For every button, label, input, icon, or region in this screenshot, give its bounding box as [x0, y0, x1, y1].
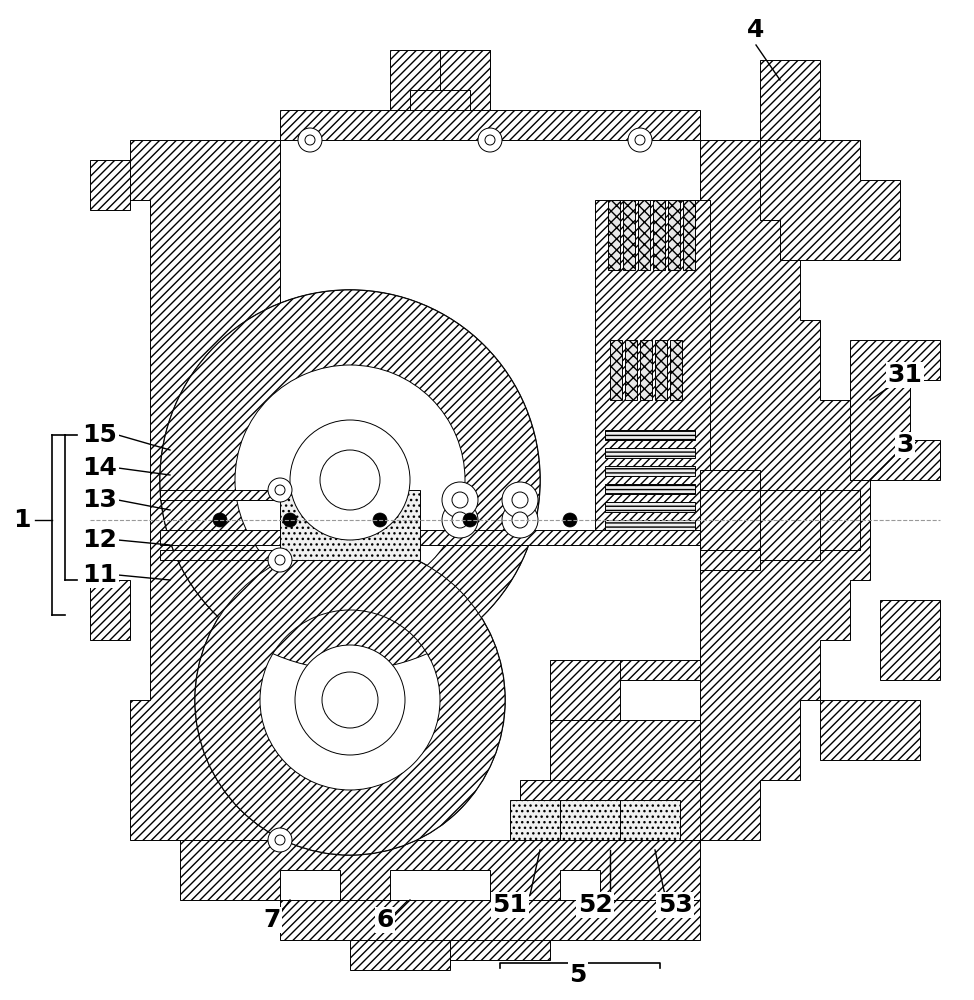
Circle shape — [305, 135, 315, 145]
Text: 4: 4 — [747, 18, 765, 42]
Circle shape — [485, 135, 495, 145]
Circle shape — [452, 492, 468, 508]
Polygon shape — [700, 470, 760, 490]
Circle shape — [213, 513, 227, 527]
Bar — [655, 340, 667, 400]
Circle shape — [160, 290, 540, 670]
Bar — [668, 200, 680, 270]
Polygon shape — [700, 550, 760, 570]
Bar — [90, 160, 130, 210]
Bar — [610, 340, 622, 400]
Text: 6: 6 — [376, 908, 393, 932]
Circle shape — [635, 135, 645, 145]
Circle shape — [452, 512, 468, 528]
Polygon shape — [130, 140, 280, 840]
Polygon shape — [440, 50, 490, 110]
Polygon shape — [520, 780, 700, 840]
Circle shape — [275, 485, 285, 495]
Text: 52: 52 — [578, 893, 613, 917]
Polygon shape — [510, 800, 560, 840]
Circle shape — [283, 513, 297, 527]
Circle shape — [628, 128, 652, 152]
Polygon shape — [350, 940, 450, 970]
Text: 15: 15 — [83, 423, 118, 447]
Circle shape — [502, 482, 538, 518]
Polygon shape — [605, 466, 695, 476]
Circle shape — [268, 478, 292, 502]
Text: 5: 5 — [570, 963, 586, 987]
Polygon shape — [280, 100, 900, 260]
Text: 7: 7 — [263, 908, 281, 932]
Polygon shape — [605, 520, 695, 530]
Polygon shape — [280, 490, 420, 560]
Wedge shape — [160, 290, 540, 670]
Polygon shape — [605, 484, 695, 494]
Polygon shape — [620, 660, 700, 680]
Bar — [638, 200, 650, 270]
Bar — [608, 200, 620, 270]
Circle shape — [320, 450, 380, 510]
Text: 11: 11 — [83, 563, 118, 587]
Circle shape — [275, 555, 285, 565]
Circle shape — [322, 672, 378, 728]
Circle shape — [373, 513, 387, 527]
Circle shape — [275, 835, 285, 845]
Polygon shape — [850, 340, 940, 480]
Polygon shape — [760, 490, 820, 560]
Text: 3: 3 — [896, 433, 914, 457]
Circle shape — [512, 492, 528, 508]
Text: 53: 53 — [657, 893, 693, 917]
Bar — [623, 200, 635, 270]
Polygon shape — [160, 490, 280, 500]
Polygon shape — [880, 600, 940, 680]
Text: 31: 31 — [887, 363, 922, 387]
Circle shape — [478, 128, 502, 152]
Polygon shape — [595, 200, 710, 540]
Polygon shape — [280, 900, 700, 940]
Circle shape — [512, 512, 528, 528]
Circle shape — [195, 545, 505, 855]
Bar — [683, 200, 695, 270]
Bar — [640, 340, 652, 400]
Polygon shape — [620, 800, 680, 840]
Polygon shape — [390, 50, 490, 110]
Circle shape — [463, 513, 477, 527]
Polygon shape — [180, 840, 700, 920]
Polygon shape — [700, 490, 860, 550]
Bar — [625, 340, 637, 400]
Text: 13: 13 — [83, 488, 118, 512]
Text: 14: 14 — [83, 456, 118, 480]
Circle shape — [502, 502, 538, 538]
Circle shape — [442, 502, 478, 538]
Circle shape — [298, 128, 322, 152]
Circle shape — [442, 482, 478, 518]
Text: 51: 51 — [493, 893, 528, 917]
Circle shape — [268, 548, 292, 572]
Polygon shape — [450, 940, 550, 960]
Polygon shape — [700, 140, 870, 840]
Polygon shape — [820, 700, 920, 760]
Circle shape — [290, 420, 410, 540]
Polygon shape — [160, 530, 700, 545]
Polygon shape — [605, 448, 695, 458]
Circle shape — [295, 645, 405, 755]
Circle shape — [563, 513, 577, 527]
Polygon shape — [160, 550, 280, 560]
Bar — [90, 580, 130, 640]
Bar — [410, 90, 470, 120]
Text: 1: 1 — [14, 508, 31, 532]
Polygon shape — [550, 660, 620, 720]
Polygon shape — [605, 430, 695, 440]
Polygon shape — [560, 800, 620, 840]
Circle shape — [268, 828, 292, 852]
Bar — [653, 200, 665, 270]
Wedge shape — [195, 545, 505, 855]
Text: 12: 12 — [83, 528, 118, 552]
Bar — [670, 340, 682, 400]
Polygon shape — [550, 720, 700, 780]
Polygon shape — [760, 60, 820, 140]
Polygon shape — [605, 502, 695, 512]
